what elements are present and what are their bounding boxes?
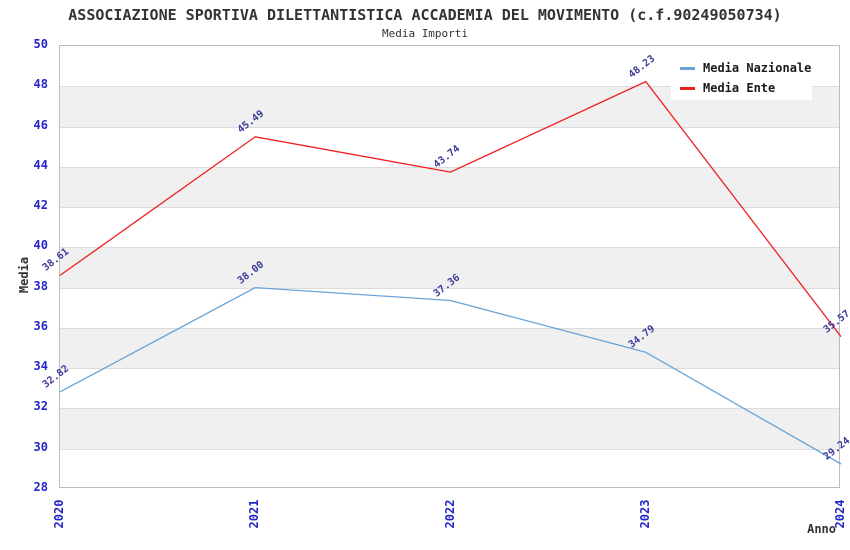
plot-band: [60, 247, 839, 288]
y-tick-label: 44: [33, 157, 48, 172]
legend-item-media-ente: Media Ente: [671, 78, 812, 98]
plot-band: [60, 327, 839, 369]
x-tick-label: 2021: [247, 499, 262, 529]
legend-line-swatch: [680, 66, 695, 70]
legend-label: Media Ente: [703, 81, 776, 95]
y-tick-label: 40: [33, 238, 48, 253]
chart-title: ASSOCIAZIONE SPORTIVA DILETTANTISTICA AC…: [68, 6, 782, 24]
y-tick-label: 36: [33, 318, 48, 333]
y-tick-label: 50: [33, 37, 48, 51]
series-line-media-ente: [59, 80, 842, 337]
gridline: [60, 86, 839, 87]
y-tick-label: 30: [33, 439, 48, 454]
gridline: [60, 167, 839, 168]
x-tick-label: 2024: [833, 499, 847, 529]
x-tick-label: 2020: [52, 499, 66, 529]
y-tick-label: 42: [33, 198, 48, 213]
plot-band: [60, 408, 839, 449]
series-line-media-nazionale: [59, 286, 842, 465]
chart-subtitle: Media Importi: [381, 27, 469, 40]
y-tick-label: 38: [33, 278, 48, 293]
legend-label: Media Nazionale: [703, 61, 812, 75]
x-tick-label: 2023: [637, 499, 652, 529]
y-tick-label: 34: [33, 359, 48, 374]
legend-item-media-nazionale: Media Nazionale: [671, 58, 812, 78]
gridline: [60, 247, 839, 248]
plot-band: [60, 166, 839, 208]
y-tick-label: 28: [33, 480, 48, 494]
gridline: [60, 368, 839, 369]
gridline: [60, 288, 839, 289]
gridline: [60, 127, 839, 128]
gridline: [60, 207, 839, 208]
x-axis-label: Anno: [807, 522, 836, 536]
y-tick-label: 46: [33, 117, 48, 132]
legend-line-swatch: [680, 86, 695, 90]
legend: Media Nazionale Media Ente: [671, 56, 812, 100]
y-tick-label: 32: [33, 399, 48, 414]
gridline: [60, 449, 839, 450]
plot-area: 32.82 38.00 37.36 34.79 29.24 38.61 45.49 43.74…: [41, 45, 850, 488]
series-lines: [59, 80, 842, 465]
gridline: [60, 408, 839, 409]
x-tick-label: 2022: [442, 499, 457, 529]
y-tick-label: 48: [33, 77, 48, 92]
gridline: [60, 328, 839, 329]
y-axis-label: Media: [17, 256, 31, 294]
